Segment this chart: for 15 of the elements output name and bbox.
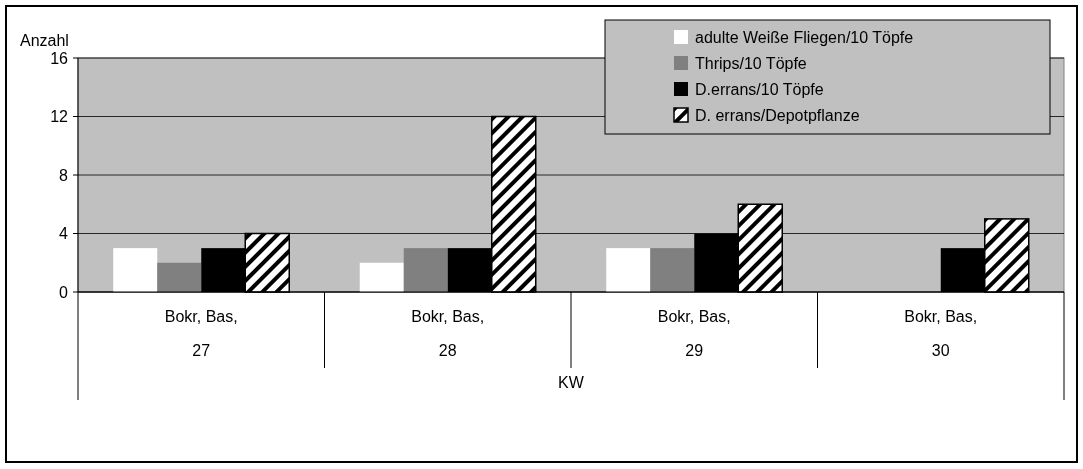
x-tick-label: Bokr, Bas, 28: [411, 308, 485, 359]
legend-label: D.errans/10 Töpfe: [695, 80, 824, 98]
y-tick-label: 12: [50, 108, 69, 126]
legend-label: adulte Weiße Fliegen/10 Töpfe: [695, 28, 914, 46]
x-tick-label: Bokr, Bas, 30: [904, 308, 978, 359]
x-tick-label: Bokr, Bas, 29: [657, 308, 731, 359]
y-tick-label: 0: [59, 283, 69, 301]
legend-label: D. errans/Depotpflanze: [695, 106, 860, 124]
x-tick-label: Bokr, Bas, 27: [164, 308, 238, 359]
legend-label: Thrips/10 Töpfe: [695, 54, 807, 72]
y-axis-title: Anzahl: [20, 32, 69, 49]
y-tick-label: 4: [59, 225, 69, 243]
y-tick-label: 16: [50, 49, 69, 67]
x-axis-title: KW: [558, 374, 585, 391]
y-tick-label: 8: [59, 166, 69, 184]
